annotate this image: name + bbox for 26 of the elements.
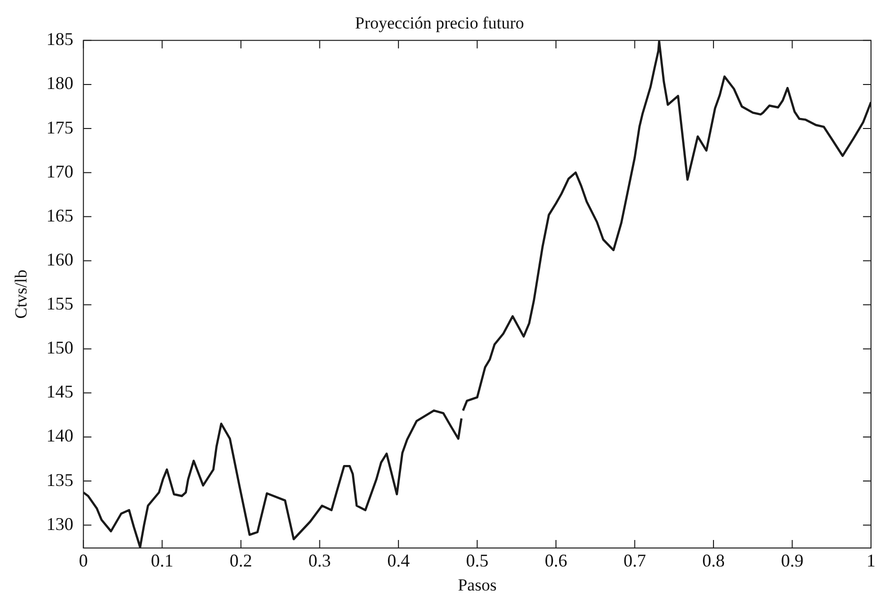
x-tick-label: 0.9 bbox=[780, 550, 804, 571]
y-axis-title: Ctvs/lb bbox=[12, 270, 31, 319]
x-tick-label: 0.3 bbox=[308, 550, 331, 571]
x-tick-label: 1 bbox=[866, 550, 876, 571]
x-tick-label: 0.5 bbox=[466, 550, 488, 571]
y-tick-label: 130 bbox=[46, 514, 74, 534]
x-tick-label: 0.1 bbox=[150, 550, 174, 571]
x-tick-label: 0.7 bbox=[623, 550, 646, 571]
y-tick-label: 155 bbox=[46, 294, 74, 314]
y-tick-label: 135 bbox=[46, 470, 74, 490]
x-axis-title: Pasos bbox=[458, 575, 497, 594]
y-tick-label: 185 bbox=[46, 29, 74, 50]
y-tick-label: 170 bbox=[46, 161, 74, 182]
x-tick-label: 0.2 bbox=[230, 550, 252, 571]
x-tick-label: 0.6 bbox=[544, 550, 568, 571]
y-tick-label: 145 bbox=[46, 382, 74, 402]
y-tick-label: 160 bbox=[46, 249, 74, 270]
y-tick-label: 150 bbox=[46, 338, 74, 358]
x-tick-label: 0 bbox=[78, 550, 88, 571]
y-tick-label: 165 bbox=[46, 205, 74, 226]
x-tick-label: 0.8 bbox=[702, 550, 725, 571]
y-tick-label: 180 bbox=[46, 73, 74, 94]
y-tick-label: 175 bbox=[46, 117, 74, 138]
x-tick-label: 0.4 bbox=[387, 550, 410, 571]
y-tick-label: 140 bbox=[46, 426, 74, 446]
chart-title: Proyección precio futuro bbox=[355, 14, 524, 33]
